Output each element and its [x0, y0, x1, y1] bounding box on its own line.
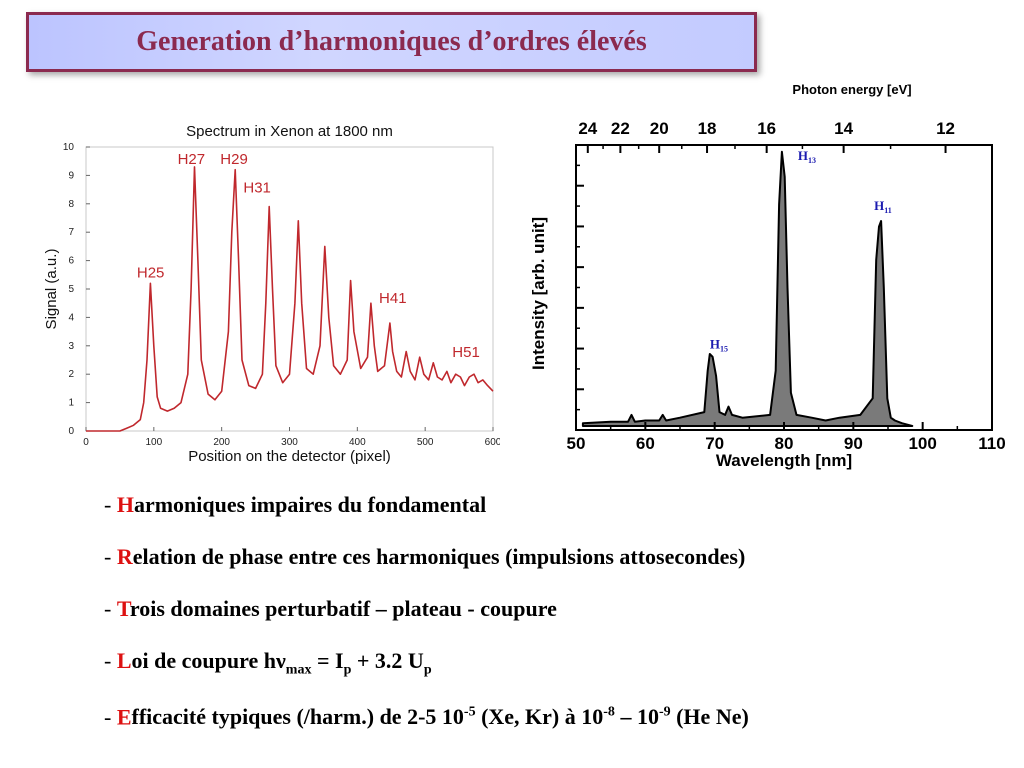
top-axis-title: Photon energy [eV] — [792, 82, 911, 97]
x-axis-label: Position on the detector (pixel) — [188, 448, 391, 465]
y-tick-label: 9 — [68, 170, 74, 181]
x-axis-label: Wavelength [nm] — [716, 451, 852, 470]
harmonic-wavelength-chart: 50 60 70 80 90 100 110 24 22 20 18 16 14 12 H15 H13 H11 P… — [529, 82, 1006, 470]
slide-title: Generation d’harmoniques d’ordres élevés — [136, 26, 647, 57]
x-tick-label: 80 — [775, 434, 794, 453]
harmonic-order-subscript: 13 — [808, 156, 816, 165]
bullet-initial: T — [116, 596, 130, 621]
xenon-spectrum-chart: 0 100 200 300 400 500 600 0 1 2 3 4 5 6 7 8 9 10 H25 H27 H29… — [43, 123, 500, 465]
harmonic-label: H13 — [798, 148, 816, 165]
x-tick-label: 70 — [705, 434, 724, 453]
top-tick-label: 22 — [611, 119, 630, 138]
y-tick-label: 3 — [68, 341, 74, 352]
bullet-item: - Relation de phase entre ces harmonique… — [104, 544, 746, 569]
spectrum-area — [581, 150, 914, 427]
bullet-initial: H — [116, 492, 134, 517]
harmonic-label: H31 — [243, 179, 271, 196]
y-tick-label: 6 — [68, 256, 74, 267]
slide-title-box: Generation d’harmoniques d’ordres élevés — [26, 12, 757, 72]
y-tick-label: 5 — [68, 284, 74, 295]
top-tick-label: 18 — [698, 119, 717, 138]
x-tick-label: 500 — [417, 437, 434, 448]
bullet-item: - Trois domaines perturbatif – plateau -… — [104, 596, 557, 621]
x-tick-label: 100 — [145, 437, 162, 448]
x-tick-label: 50 — [567, 434, 586, 453]
x-tick-label: 600 — [485, 437, 500, 448]
top-tick-label: 12 — [936, 119, 955, 138]
bullet-text: armoniques impaires du fondamental — [133, 492, 487, 517]
spectrum-line — [86, 166, 494, 432]
harmonic-label: H27 — [178, 151, 206, 168]
harmonic-order-subscript: 15 — [720, 344, 728, 353]
x-tick-label: 400 — [349, 437, 366, 448]
bullet-initial: R — [116, 544, 133, 569]
x-tick-label: 60 — [636, 434, 655, 453]
harmonic-label: H11 — [874, 198, 892, 215]
y-tick-label: 10 — [63, 142, 75, 153]
y-axis-label: Intensity [arb. unit] — [529, 217, 548, 370]
harmonic-label: H41 — [379, 290, 407, 307]
y-axis-label: Signal (a.u.) — [43, 249, 60, 330]
y-tick-label: 2 — [68, 369, 74, 380]
bullet-list: - Harmoniques impaires du fondamental - … — [104, 488, 1004, 748]
x-tick-label: 200 — [213, 437, 230, 448]
y-tick-label: 0 — [68, 426, 74, 437]
x-tick-label: 90 — [844, 434, 863, 453]
chart-title: Spectrum in Xenon at 1800 nm — [186, 123, 393, 140]
top-tick-label: 24 — [578, 119, 597, 138]
harmonic-label: H15 — [710, 336, 728, 353]
bullet-initial: E — [116, 704, 132, 730]
top-tick-label: 16 — [757, 119, 776, 138]
bullet-item: - Loi de coupure hνmax = Ip + 3.2 Up — [104, 648, 432, 678]
bullet-text: elation de phase entre ces harmoniques (… — [132, 544, 746, 569]
top-tick-label: 20 — [650, 119, 669, 138]
x-tick-label: 110 — [978, 434, 1005, 453]
y-tick-label: 8 — [68, 199, 74, 210]
plot-frame — [85, 146, 494, 432]
y-tick-label: 7 — [68, 227, 74, 238]
bullet-initial: L — [116, 648, 132, 673]
harmonic-label: H29 — [220, 151, 248, 168]
harmonic-order-subscript: 11 — [884, 206, 892, 215]
y-tick-label: 1 — [68, 398, 74, 409]
bullet-text: rois domaines perturbatif – plateau - co… — [129, 596, 557, 621]
x-tick-label: 100 — [908, 434, 936, 453]
bullet-text: fficacité typiques (/harm.) de 2-5 10-5 … — [131, 704, 749, 730]
y-tick-label: 4 — [68, 312, 74, 323]
x-tick-label: 300 — [281, 437, 298, 448]
harmonic-label: H25 — [137, 265, 165, 282]
bullet-text: oi de coupure hνmax = Ip + 3.2 Up — [131, 648, 432, 678]
bullet-item: - Harmoniques impaires du fondamental — [104, 492, 487, 517]
top-tick-label: 14 — [834, 119, 853, 138]
bullet-item: - Efficacité typiques (/harm.) de 2-5 10… — [104, 704, 749, 730]
harmonic-label: H51 — [452, 344, 480, 361]
x-tick-label: 0 — [83, 437, 89, 448]
